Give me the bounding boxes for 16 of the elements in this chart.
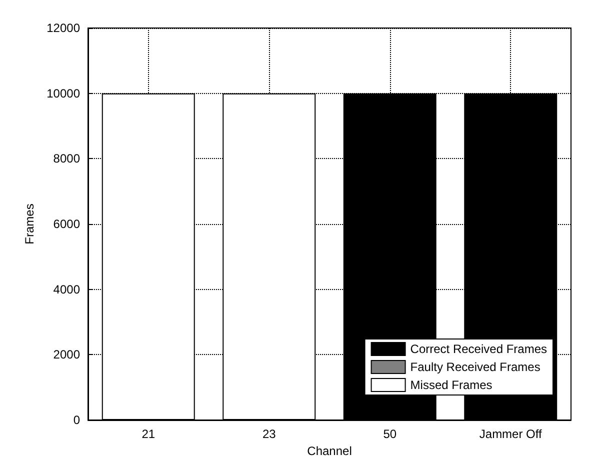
- y-tick-label: 8000: [53, 152, 80, 166]
- y-tick-label: 4000: [53, 282, 80, 296]
- y-tick-label: 0: [73, 413, 80, 427]
- y-tick-label: 12000: [46, 21, 80, 35]
- y-axis-title: Frames: [22, 204, 37, 244]
- y-tick-label: 10000: [46, 86, 80, 100]
- legend-label: Faulty Received Frames: [410, 360, 540, 374]
- y-tick-label: 2000: [53, 348, 80, 362]
- legend-label: Missed Frames: [410, 378, 492, 392]
- x-tick-label: 50: [383, 427, 397, 441]
- x-axis-title: Channel: [307, 444, 352, 458]
- legend-label: Correct Received Frames: [410, 342, 548, 356]
- x-tick-label: Jammer Off: [479, 427, 543, 441]
- y-tick-label: 6000: [53, 217, 80, 231]
- x-tick-label: 23: [262, 427, 276, 441]
- x-tick-label: 21: [142, 427, 156, 441]
